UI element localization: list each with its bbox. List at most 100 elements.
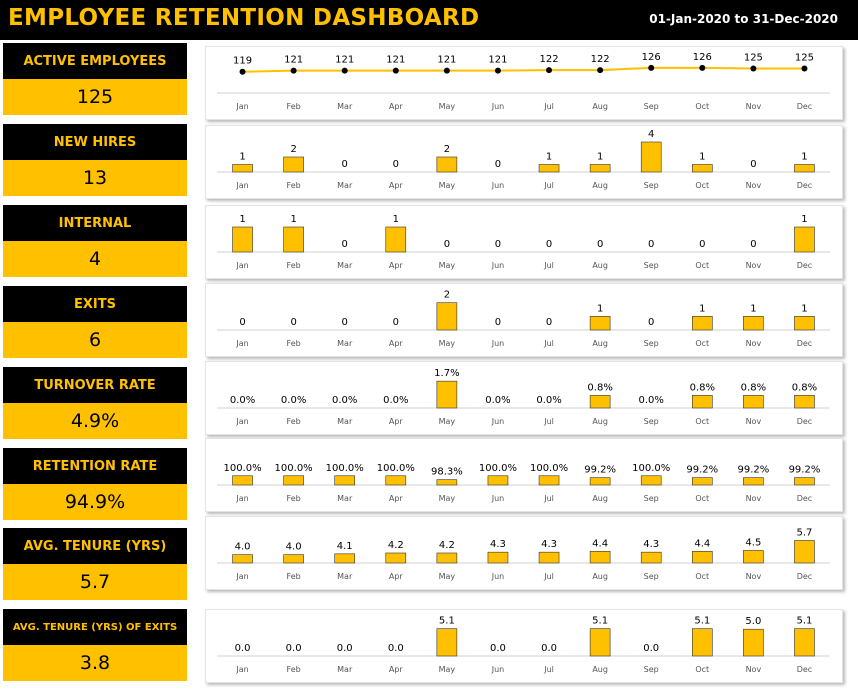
tick-label: Apr (389, 417, 404, 426)
data-label: 2 (290, 144, 296, 155)
bar (436, 552, 458, 564)
chart-avg-tenure-exits: 0.0 0.0 0.0 0.0 5.1 0.0 0.0 5.1 0.0 5.1 5.0 5.1 Jan F… (205, 609, 843, 683)
tick-label: Jun (491, 665, 505, 674)
data-label: 1 (597, 152, 603, 163)
data-label: 5.0 (745, 616, 761, 627)
tick-label: Jan (235, 417, 248, 426)
data-label: 0.8% (587, 382, 612, 393)
tick-label: Feb (287, 339, 301, 348)
bar (794, 164, 815, 173)
data-label: 0 (393, 317, 399, 328)
chart-svg: 1 2 0 0 2 0 1 1 4 1 0 1 Jan Feb Mar Apr May Jun Jul Aug Sep O… (217, 129, 830, 190)
tick-label: Dec (797, 102, 812, 111)
tick-label: Jun (491, 572, 505, 581)
bar (232, 164, 253, 173)
bar (589, 551, 611, 564)
tick-label: Dec (797, 261, 812, 270)
data-point (801, 65, 808, 72)
data-label: 0.0 (286, 643, 302, 654)
bar (691, 164, 713, 173)
tick-label: Jul (543, 102, 554, 111)
tick-label: Apr (389, 181, 404, 190)
bar (589, 477, 611, 486)
bar (743, 395, 764, 409)
tick-label: Dec (797, 665, 812, 674)
data-label: 4.4 (694, 538, 710, 549)
data-label: 1 (239, 214, 245, 225)
tick-label: Apr (389, 102, 404, 111)
tick-label: Mar (337, 494, 353, 503)
kpi-value-avg-tenure-exits: 3.8 (3, 645, 187, 681)
tick-label: Oct (695, 261, 709, 270)
bar (436, 380, 458, 409)
data-label: 98.3% (431, 467, 463, 478)
tick-label: Mar (337, 261, 353, 270)
bar (794, 316, 815, 331)
data-label: 0.0% (485, 395, 510, 406)
data-label: 1 (239, 152, 245, 163)
dashboard-body: ACTIVE EMPLOYEES 125 119 121 121 121 121 121 1… (0, 40, 858, 696)
data-point (699, 64, 706, 71)
chart-svg: 0.0 0.0 0.0 0.0 5.1 0.0 0.0 5.1 0.0 5.1 5.0 5.1 Jan F… (217, 616, 830, 674)
data-label: 0.0% (639, 395, 664, 406)
data-label: 4.0 (286, 542, 302, 553)
data-label: 4 (648, 129, 654, 140)
tick-label: May (439, 665, 456, 674)
bar (538, 475, 560, 486)
tick-label: Aug (592, 261, 608, 270)
data-label: 1 (290, 214, 296, 225)
data-label: 1.7% (434, 368, 459, 379)
bar (385, 552, 407, 564)
tick-label: Jan (235, 181, 248, 190)
tick-label: Apr (389, 494, 404, 503)
kpi-label-internal: INTERNAL (3, 205, 187, 241)
data-label: 1 (750, 303, 756, 314)
bar (691, 477, 713, 486)
chart-svg: 100.0% 100.0% 100.0% 100.0% 98.3% 100.0% 100.0… (217, 463, 830, 503)
dashboard-title: EMPLOYEE RETENTION DASHBOARD (8, 5, 480, 31)
tick-label: Mar (337, 181, 353, 190)
bar (794, 628, 815, 657)
bar (589, 316, 611, 331)
data-label: 0.8% (690, 382, 715, 393)
kpi-value-internal: 4 (3, 241, 187, 277)
tick-label: Jan (235, 494, 248, 503)
tick-label: Apr (389, 572, 404, 581)
bar (794, 395, 815, 409)
tick-label: May (439, 417, 456, 426)
tick-label: Sep (644, 417, 659, 426)
tick-label: Jun (491, 494, 505, 503)
data-label: 0 (495, 159, 501, 170)
data-label: 0 (290, 317, 296, 328)
tick-label: Jan (235, 261, 248, 270)
chart-svg: 1 1 0 1 0 0 0 0 0 0 0 1 Jan Feb Mar Apr May Jun Jul Aug Sep O… (217, 214, 830, 270)
series-line (242, 66, 805, 73)
tick-label: May (439, 181, 456, 190)
chart-svg: 0.0% 0.0% 0.0% 0.0% 1.7% 0.0% 0.0% 0.8% 0.0% 0.8%… (217, 368, 830, 426)
bar (794, 226, 815, 253)
tick-label: Jul (543, 494, 554, 503)
tick-label: Feb (287, 572, 301, 581)
bar (232, 475, 253, 486)
data-label: 4.1 (337, 541, 353, 552)
tick-label: Jul (543, 339, 554, 348)
data-label: 1 (699, 152, 705, 163)
bar (283, 226, 304, 253)
bar (232, 226, 253, 253)
bar (487, 551, 509, 564)
tick-label: Nov (746, 494, 762, 503)
bar (794, 477, 815, 486)
data-point (341, 67, 348, 74)
tick-label: Jul (543, 665, 554, 674)
tick-label: Feb (287, 494, 301, 503)
tick-label: Sep (644, 339, 659, 348)
data-label: 4.2 (439, 540, 455, 551)
tick-label: Mar (337, 572, 353, 581)
bar (436, 302, 458, 331)
data-label: 0.0 (388, 643, 404, 654)
data-label: 121 (284, 55, 303, 66)
data-label: 4.3 (490, 539, 506, 550)
tick-label: Jun (491, 417, 505, 426)
tick-label: Oct (695, 494, 709, 503)
data-label: 5.1 (694, 616, 710, 627)
